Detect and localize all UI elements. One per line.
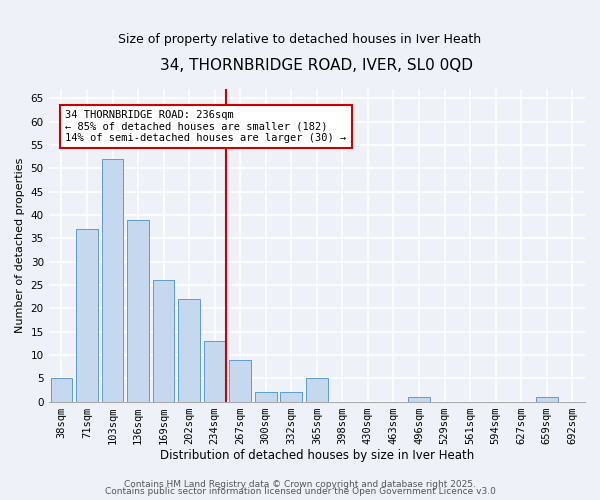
Title: 34, THORNBRIDGE ROAD, IVER, SL0 0QD: 34, THORNBRIDGE ROAD, IVER, SL0 0QD xyxy=(160,58,473,72)
Text: Size of property relative to detached houses in Iver Heath: Size of property relative to detached ho… xyxy=(118,32,482,46)
Bar xyxy=(76,229,98,402)
Bar xyxy=(255,392,277,402)
Bar xyxy=(280,392,302,402)
Bar xyxy=(408,397,430,402)
Bar xyxy=(127,220,149,402)
Bar xyxy=(101,159,124,402)
Text: 34 THORNBRIDGE ROAD: 236sqm
← 85% of detached houses are smaller (182)
14% of se: 34 THORNBRIDGE ROAD: 236sqm ← 85% of det… xyxy=(65,110,347,143)
Bar xyxy=(178,299,200,402)
Text: Contains HM Land Registry data © Crown copyright and database right 2025.: Contains HM Land Registry data © Crown c… xyxy=(124,480,476,489)
Text: Contains public sector information licensed under the Open Government Licence v3: Contains public sector information licen… xyxy=(104,487,496,496)
Bar xyxy=(229,360,251,402)
Bar xyxy=(153,280,175,402)
X-axis label: Distribution of detached houses by size in Iver Heath: Distribution of detached houses by size … xyxy=(160,450,474,462)
Bar xyxy=(204,341,226,402)
Bar xyxy=(536,397,557,402)
Bar xyxy=(50,378,72,402)
Y-axis label: Number of detached properties: Number of detached properties xyxy=(15,158,25,333)
Bar xyxy=(306,378,328,402)
